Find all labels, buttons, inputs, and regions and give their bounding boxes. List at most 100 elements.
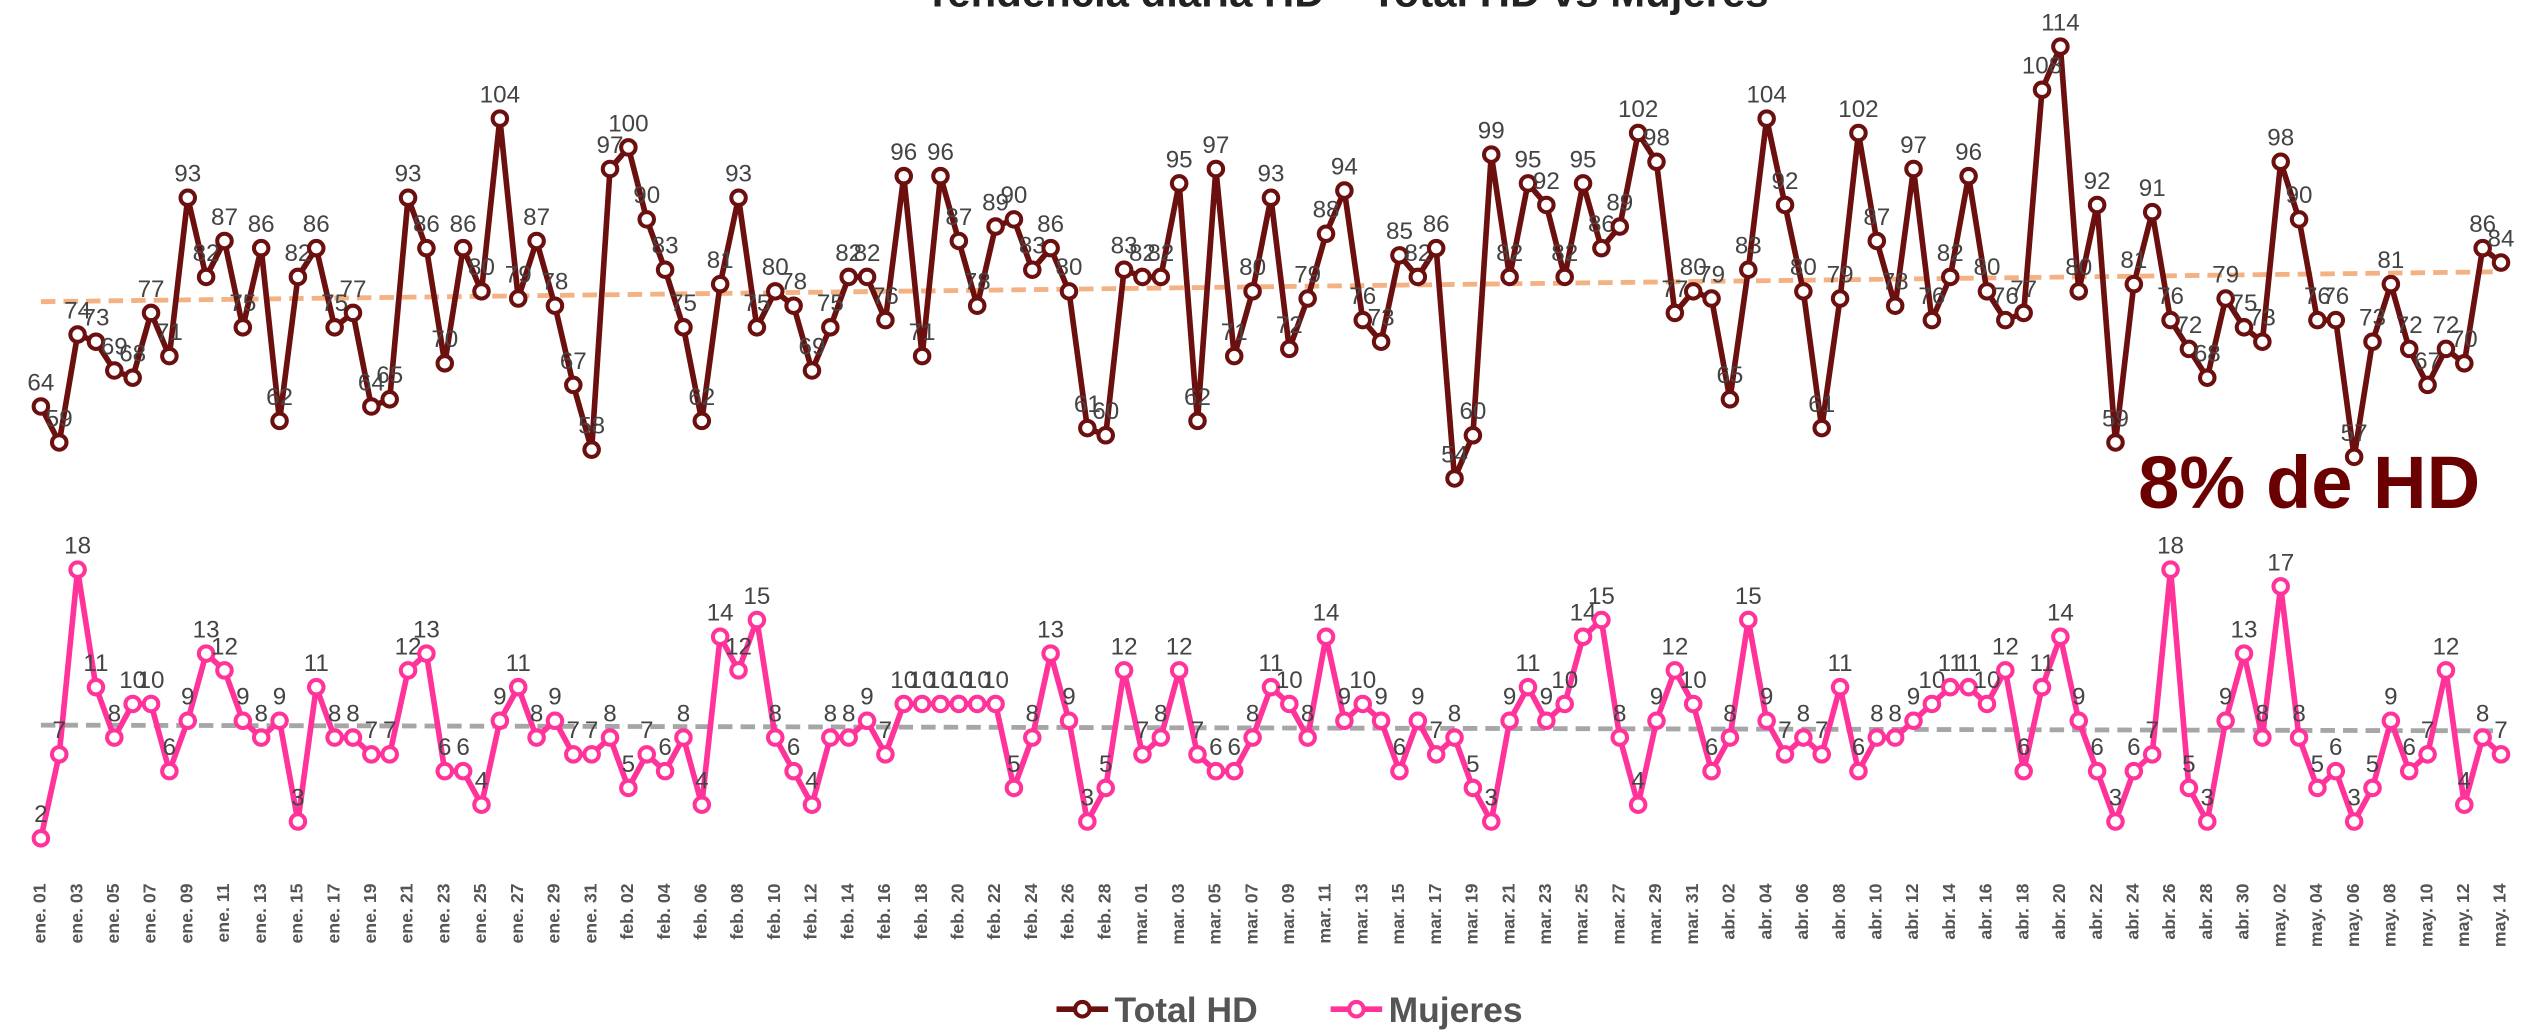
- point: [1209, 764, 1224, 779]
- x-tick-label: mar. 19: [1462, 883, 1482, 944]
- data-label: 3: [291, 784, 304, 811]
- point: [695, 797, 710, 812]
- point: [180, 714, 195, 729]
- data-label: 6: [2127, 734, 2140, 761]
- point: [2457, 797, 2472, 812]
- point: [1814, 747, 1829, 762]
- point: [52, 435, 67, 450]
- point: [2237, 646, 2252, 661]
- x-tick-label: ene. 01: [30, 883, 50, 943]
- data-label: 9: [273, 684, 286, 711]
- x-tick-label: mar. 15: [1388, 883, 1408, 944]
- point: [291, 270, 306, 285]
- legend-marker: [1075, 1002, 1090, 1017]
- data-label: 12: [211, 633, 238, 660]
- data-label: 93: [1258, 161, 1285, 188]
- data-label: 98: [1643, 125, 1670, 152]
- data-label: 86: [450, 211, 477, 238]
- point: [897, 697, 912, 712]
- point: [1594, 241, 1609, 256]
- data-label: 81: [2120, 247, 2147, 274]
- point: [217, 663, 232, 678]
- data-label: 75: [670, 290, 697, 317]
- point: [658, 262, 673, 277]
- data-label: 78: [541, 269, 568, 296]
- data-label: 73: [1368, 305, 1395, 332]
- point: [254, 241, 269, 256]
- point: [933, 169, 948, 184]
- point: [364, 399, 379, 414]
- data-label: 102: [1618, 96, 1658, 123]
- x-tick-label: abr. 24: [2123, 883, 2143, 939]
- data-label: 100: [608, 110, 648, 137]
- point: [2310, 313, 2325, 328]
- data-label: 7: [2145, 717, 2158, 744]
- data-label: 93: [725, 161, 752, 188]
- data-label: 88: [1313, 197, 1340, 224]
- data-label: 86: [1037, 211, 1064, 238]
- x-tick-label: may. 02: [2269, 883, 2289, 947]
- data-label: 93: [395, 161, 422, 188]
- data-label: 65: [1716, 362, 1743, 389]
- point: [419, 646, 434, 661]
- point: [988, 697, 1003, 712]
- data-label: 7: [640, 717, 653, 744]
- data-label: 70: [2451, 326, 2478, 353]
- point: [1282, 697, 1297, 712]
- point: [1888, 298, 1903, 313]
- point: [1778, 747, 1793, 762]
- data-label: 86: [248, 211, 275, 238]
- point: [2035, 83, 2050, 98]
- x-tick-label: ene. 05: [103, 883, 123, 943]
- data-label: 6: [2090, 734, 2103, 761]
- point: [805, 797, 820, 812]
- data-label: 97: [1202, 132, 1229, 159]
- point: [676, 320, 691, 335]
- point: [1796, 284, 1811, 299]
- point: [309, 680, 324, 695]
- data-label: 102: [1838, 96, 1878, 123]
- data-label: 2: [34, 801, 47, 828]
- data-label: 75: [817, 290, 844, 317]
- data-label: 9: [860, 684, 873, 711]
- data-label: 86: [303, 211, 330, 238]
- data-label: 8: [346, 700, 359, 727]
- point: [1337, 183, 1352, 198]
- x-tick-label: abr. 30: [2233, 883, 2253, 939]
- data-label: 76: [2322, 283, 2349, 310]
- x-tick-label: abr. 16: [1976, 883, 1996, 939]
- point: [1062, 284, 1077, 299]
- x-tick-label: may. 14: [2490, 883, 2510, 947]
- point: [731, 191, 746, 206]
- legend-label: Mujeres: [1389, 990, 1523, 1030]
- point: [2420, 747, 2435, 762]
- point: [603, 162, 618, 177]
- data-label: 80: [468, 254, 495, 281]
- point: [1649, 714, 1664, 729]
- x-tick-label: mar. 29: [1645, 883, 1665, 944]
- data-label: 87: [523, 204, 550, 231]
- point: [382, 392, 397, 407]
- point: [548, 714, 563, 729]
- data-label: 108: [2022, 53, 2062, 80]
- data-label: 5: [1466, 751, 1479, 778]
- data-label: 64: [27, 369, 54, 396]
- point: [1631, 797, 1646, 812]
- point: [2365, 334, 2380, 349]
- data-label: 4: [805, 768, 818, 795]
- point: [1649, 155, 1664, 170]
- x-tick-label: mar. 07: [1241, 883, 1261, 944]
- point: [823, 320, 838, 335]
- data-label: 3: [1485, 784, 1498, 811]
- data-label: 77: [340, 276, 367, 303]
- point: [2365, 781, 2380, 796]
- x-tick-label: abr. 28: [2196, 883, 2216, 939]
- point: [970, 697, 985, 712]
- data-label: 4: [695, 768, 708, 795]
- point: [841, 730, 856, 745]
- point: [2016, 764, 2031, 779]
- x-tick-label: mar. 21: [1498, 883, 1518, 944]
- data-label: 7: [383, 717, 396, 744]
- x-tick-label: ene. 29: [544, 883, 564, 943]
- point: [2053, 39, 2068, 54]
